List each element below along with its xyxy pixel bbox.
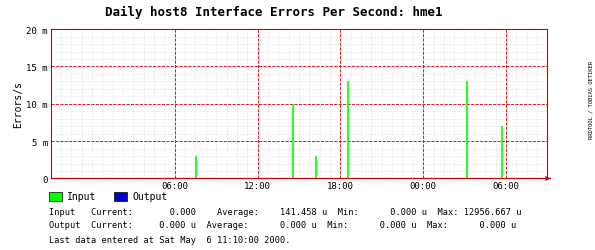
Text: Input   Current:       0.000    Average:    141.458 u  Min:      0.000 u  Max: 1: Input Current: 0.000 Average: 141.458 u …: [49, 207, 521, 216]
Text: Input: Input: [67, 191, 96, 201]
Text: Output  Current:     0.000 u  Average:      0.000 u  Min:      0.000 u  Max:    : Output Current: 0.000 u Average: 0.000 u…: [49, 220, 516, 230]
Y-axis label: Errors/s: Errors/s: [14, 81, 24, 128]
Text: Daily host8 Interface Errors Per Second: hme1: Daily host8 Interface Errors Per Second:…: [105, 6, 443, 19]
Text: Last data entered at Sat May  6 11:10:00 2000.: Last data entered at Sat May 6 11:10:00 …: [49, 236, 290, 244]
Text: RRDTOOL / TOBIAS OETIKER: RRDTOOL / TOBIAS OETIKER: [589, 61, 594, 139]
Text: Output: Output: [132, 191, 167, 201]
